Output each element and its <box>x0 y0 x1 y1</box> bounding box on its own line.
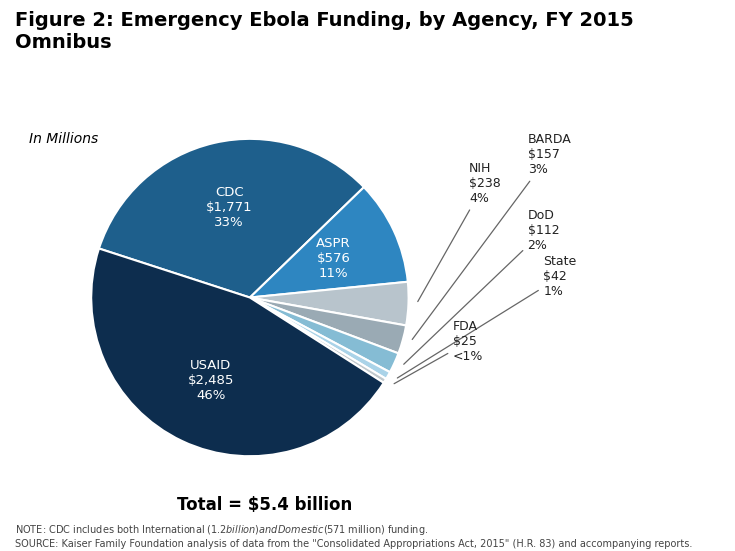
Text: KAISER: KAISER <box>645 505 693 518</box>
Text: USAID
$2,485
46%: USAID $2,485 46% <box>187 359 234 402</box>
Text: Total = $5.4 billion: Total = $5.4 billion <box>177 496 352 514</box>
Text: THE HENRY J.: THE HENRY J. <box>648 497 689 502</box>
Text: ASPR
$576
11%: ASPR $576 11% <box>316 237 351 280</box>
Wedge shape <box>99 139 364 298</box>
Wedge shape <box>91 249 384 456</box>
Wedge shape <box>250 298 398 372</box>
Text: CDC
$1,771
33%: CDC $1,771 33% <box>206 186 252 229</box>
Text: BARDA
$157
3%: BARDA $157 3% <box>412 133 571 339</box>
Text: In Millions: In Millions <box>29 132 98 146</box>
Text: NIH
$238
4%: NIH $238 4% <box>417 162 501 301</box>
Text: DoD
$112
2%: DoD $112 2% <box>404 209 559 364</box>
Wedge shape <box>250 298 386 383</box>
Wedge shape <box>250 282 409 326</box>
Text: NOTE: CDC includes both International ($1.2 billion) and Domestic ($571 million): NOTE: CDC includes both International ($… <box>15 523 692 549</box>
Text: State
$42
1%: State $42 1% <box>398 256 577 378</box>
Text: Figure 2: Emergency Ebola Funding, by Agency, FY 2015
Omnibus: Figure 2: Emergency Ebola Funding, by Ag… <box>15 11 634 52</box>
Text: FAMILY: FAMILY <box>650 517 688 528</box>
Text: FOUNDATION: FOUNDATION <box>648 531 689 536</box>
Wedge shape <box>250 298 390 379</box>
Wedge shape <box>250 187 408 298</box>
Text: FDA
$25
<1%: FDA $25 <1% <box>394 321 484 383</box>
Wedge shape <box>250 298 406 353</box>
